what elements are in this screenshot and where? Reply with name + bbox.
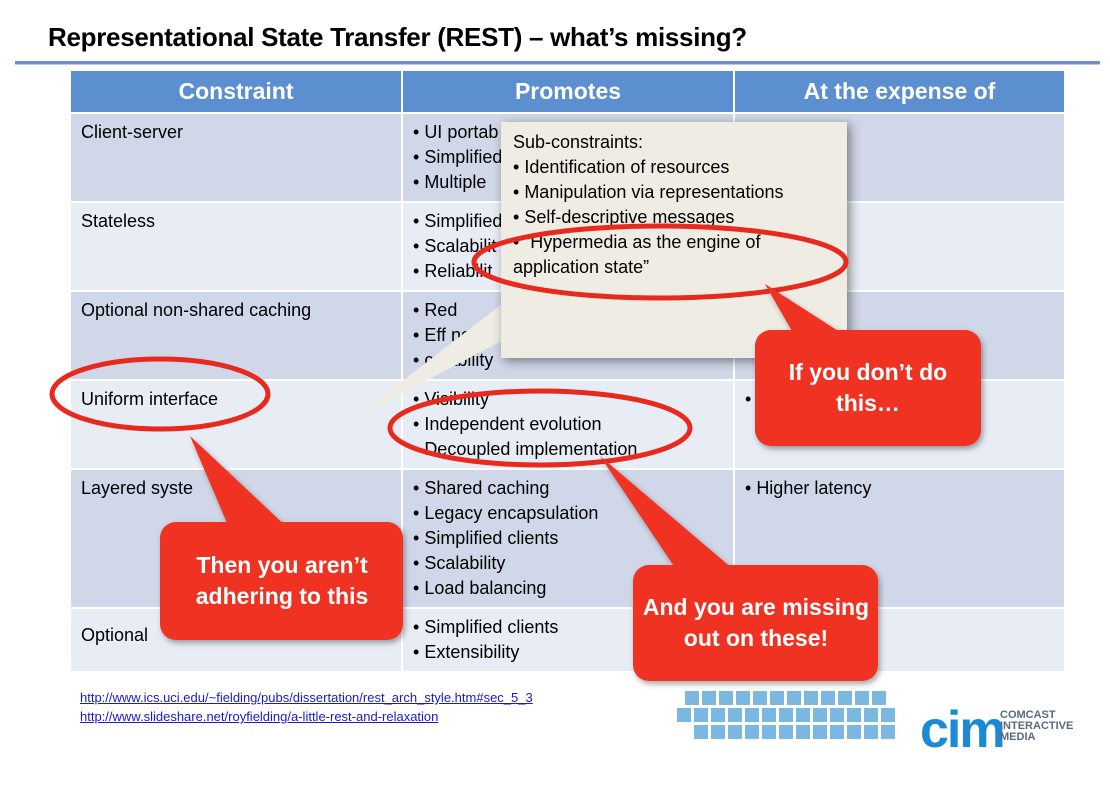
references: http://www.ics.uci.edu/~fielding/pubs/di… (80, 688, 533, 726)
logo-caption: COMCAST INTERACTIVE MEDIA (1000, 710, 1073, 743)
hypermedia-ellipse (474, 226, 846, 298)
callout-dont-do-text: If you don’t do this… (760, 336, 976, 440)
reference-link[interactable]: http://www.slideshare.net/royfielding/a-… (80, 707, 533, 726)
callout-missing-out-text: And you are missing out on these! (640, 571, 872, 675)
logo-icon-grid (676, 688, 906, 748)
cim-logo: cim (920, 700, 1004, 760)
logo-line: MEDIA (1000, 732, 1073, 743)
reference-link[interactable]: http://www.ics.uci.edu/~fielding/pubs/di… (80, 688, 533, 707)
evolution-ellipse (390, 391, 690, 465)
uniform-interface-ellipse (52, 359, 268, 429)
callout-not-adhering-text: Then you aren’t adhering to this (168, 528, 396, 634)
